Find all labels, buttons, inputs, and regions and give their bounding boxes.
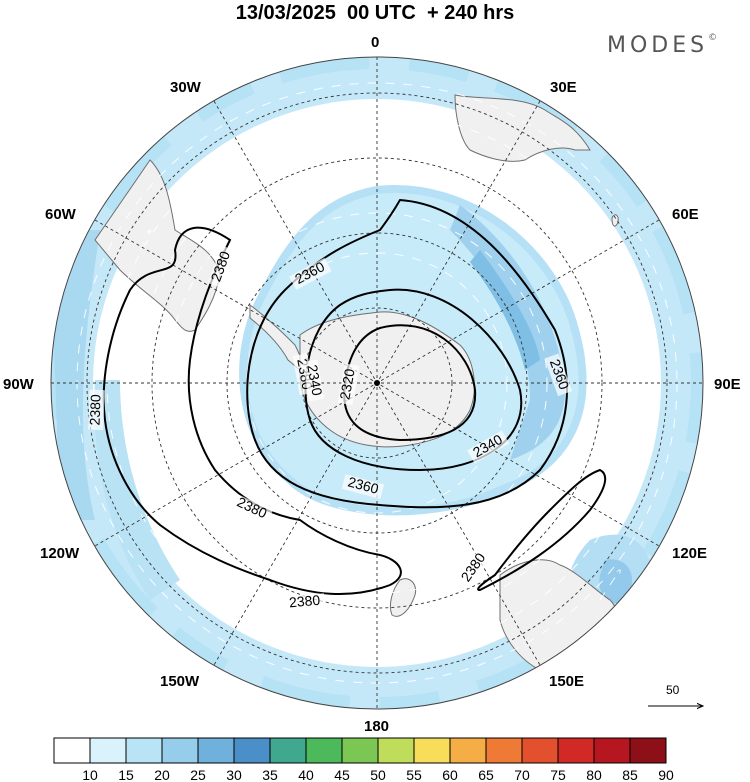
- brand-logo: MODES©: [607, 33, 717, 58]
- brand-mark: ©: [708, 33, 718, 43]
- colorbar-swatch: [377, 737, 415, 764]
- map-title: 13/03/2025 00 UTC + 240 hrs: [235, 2, 515, 24]
- lon-label-150e: 150E: [549, 673, 585, 690]
- colorbar-tick-label: 35: [262, 767, 278, 782]
- lon-label-60w: 60W: [45, 206, 76, 223]
- colorbar-tick-label: 40: [298, 767, 314, 782]
- south-pole-marker: [374, 380, 380, 386]
- colorbar-tick-label: 50: [370, 767, 386, 782]
- contour-label-2340-w2: 2340: [302, 359, 326, 402]
- colorbar-tick-label: 75: [550, 767, 566, 782]
- lon-label-60e: 60E: [672, 206, 699, 223]
- colorbar-tick-label: 60: [442, 767, 458, 782]
- colorbar-tick-label: 55: [406, 767, 422, 782]
- lon-label-90w: 90W: [3, 376, 34, 393]
- colorbar-tick-label: 90: [658, 767, 674, 782]
- colorbar-tick-label: 25: [190, 767, 206, 782]
- contour-label: 2380: [288, 592, 321, 611]
- colorbar-tick-label: 80: [586, 767, 602, 782]
- contour-label-2380-w: 2380: [86, 389, 105, 431]
- colorbar-tick-label: 30: [226, 767, 242, 782]
- lon-label-150w: 150W: [160, 673, 200, 690]
- colorbar-tick-label: 15: [118, 767, 134, 782]
- colorbar-swatch: [89, 737, 127, 764]
- contour-label: 2340: [304, 363, 325, 397]
- contour-label-2380-s: 2380: [284, 592, 326, 612]
- colorbar-swatch: [269, 737, 307, 764]
- reference-vector-value: 50: [666, 683, 680, 697]
- contour-label: 2320: [336, 367, 357, 401]
- contour-label-2320: 2320: [336, 363, 360, 406]
- colorbar-swatch: [629, 737, 667, 764]
- colorbar-swatch: [125, 737, 163, 764]
- colorbar-swatch: [449, 737, 487, 764]
- lon-label-120e: 120E: [672, 545, 708, 562]
- contour-label: 2360: [346, 473, 380, 497]
- colorbar-swatch: [197, 737, 235, 764]
- colorbar-swatch: [521, 737, 559, 764]
- landmasses: [94, 94, 619, 675]
- colorbar-swatch: [413, 737, 451, 764]
- colorbar-swatch: [161, 737, 199, 764]
- lon-label-120w: 120W: [40, 545, 80, 562]
- colorbar-swatch: [233, 737, 271, 764]
- lon-label-30e: 30E: [550, 79, 577, 96]
- brand-name: MODES: [607, 33, 709, 58]
- contour-label: 2380: [86, 394, 103, 426]
- lon-label-30w: 30W: [170, 79, 201, 96]
- colorbar-tick-label: 85: [622, 767, 638, 782]
- map-boundary: [50, 56, 704, 710]
- colorbar-tick-label: 65: [478, 767, 494, 782]
- colorbar-tick-label: 10: [82, 767, 98, 782]
- colorbar-swatch: [593, 737, 631, 764]
- colorbar-swatch: [485, 737, 523, 764]
- colorbar-swatch: [53, 737, 91, 764]
- colorbar-swatch: [557, 737, 595, 764]
- lon-label-180: 180: [364, 718, 390, 735]
- contour-label-2360-s: 2360: [341, 473, 385, 500]
- colorbar-tick-label: 45: [334, 767, 350, 782]
- colorbar-tick-label: 70: [514, 767, 530, 782]
- colorbar-swatch: [341, 737, 379, 764]
- colorbar-tick-label: 20: [154, 767, 170, 782]
- lon-label-0: 0: [371, 34, 380, 51]
- colorbar-swatch: [305, 737, 343, 764]
- lon-label-90e: 90E: [714, 376, 741, 393]
